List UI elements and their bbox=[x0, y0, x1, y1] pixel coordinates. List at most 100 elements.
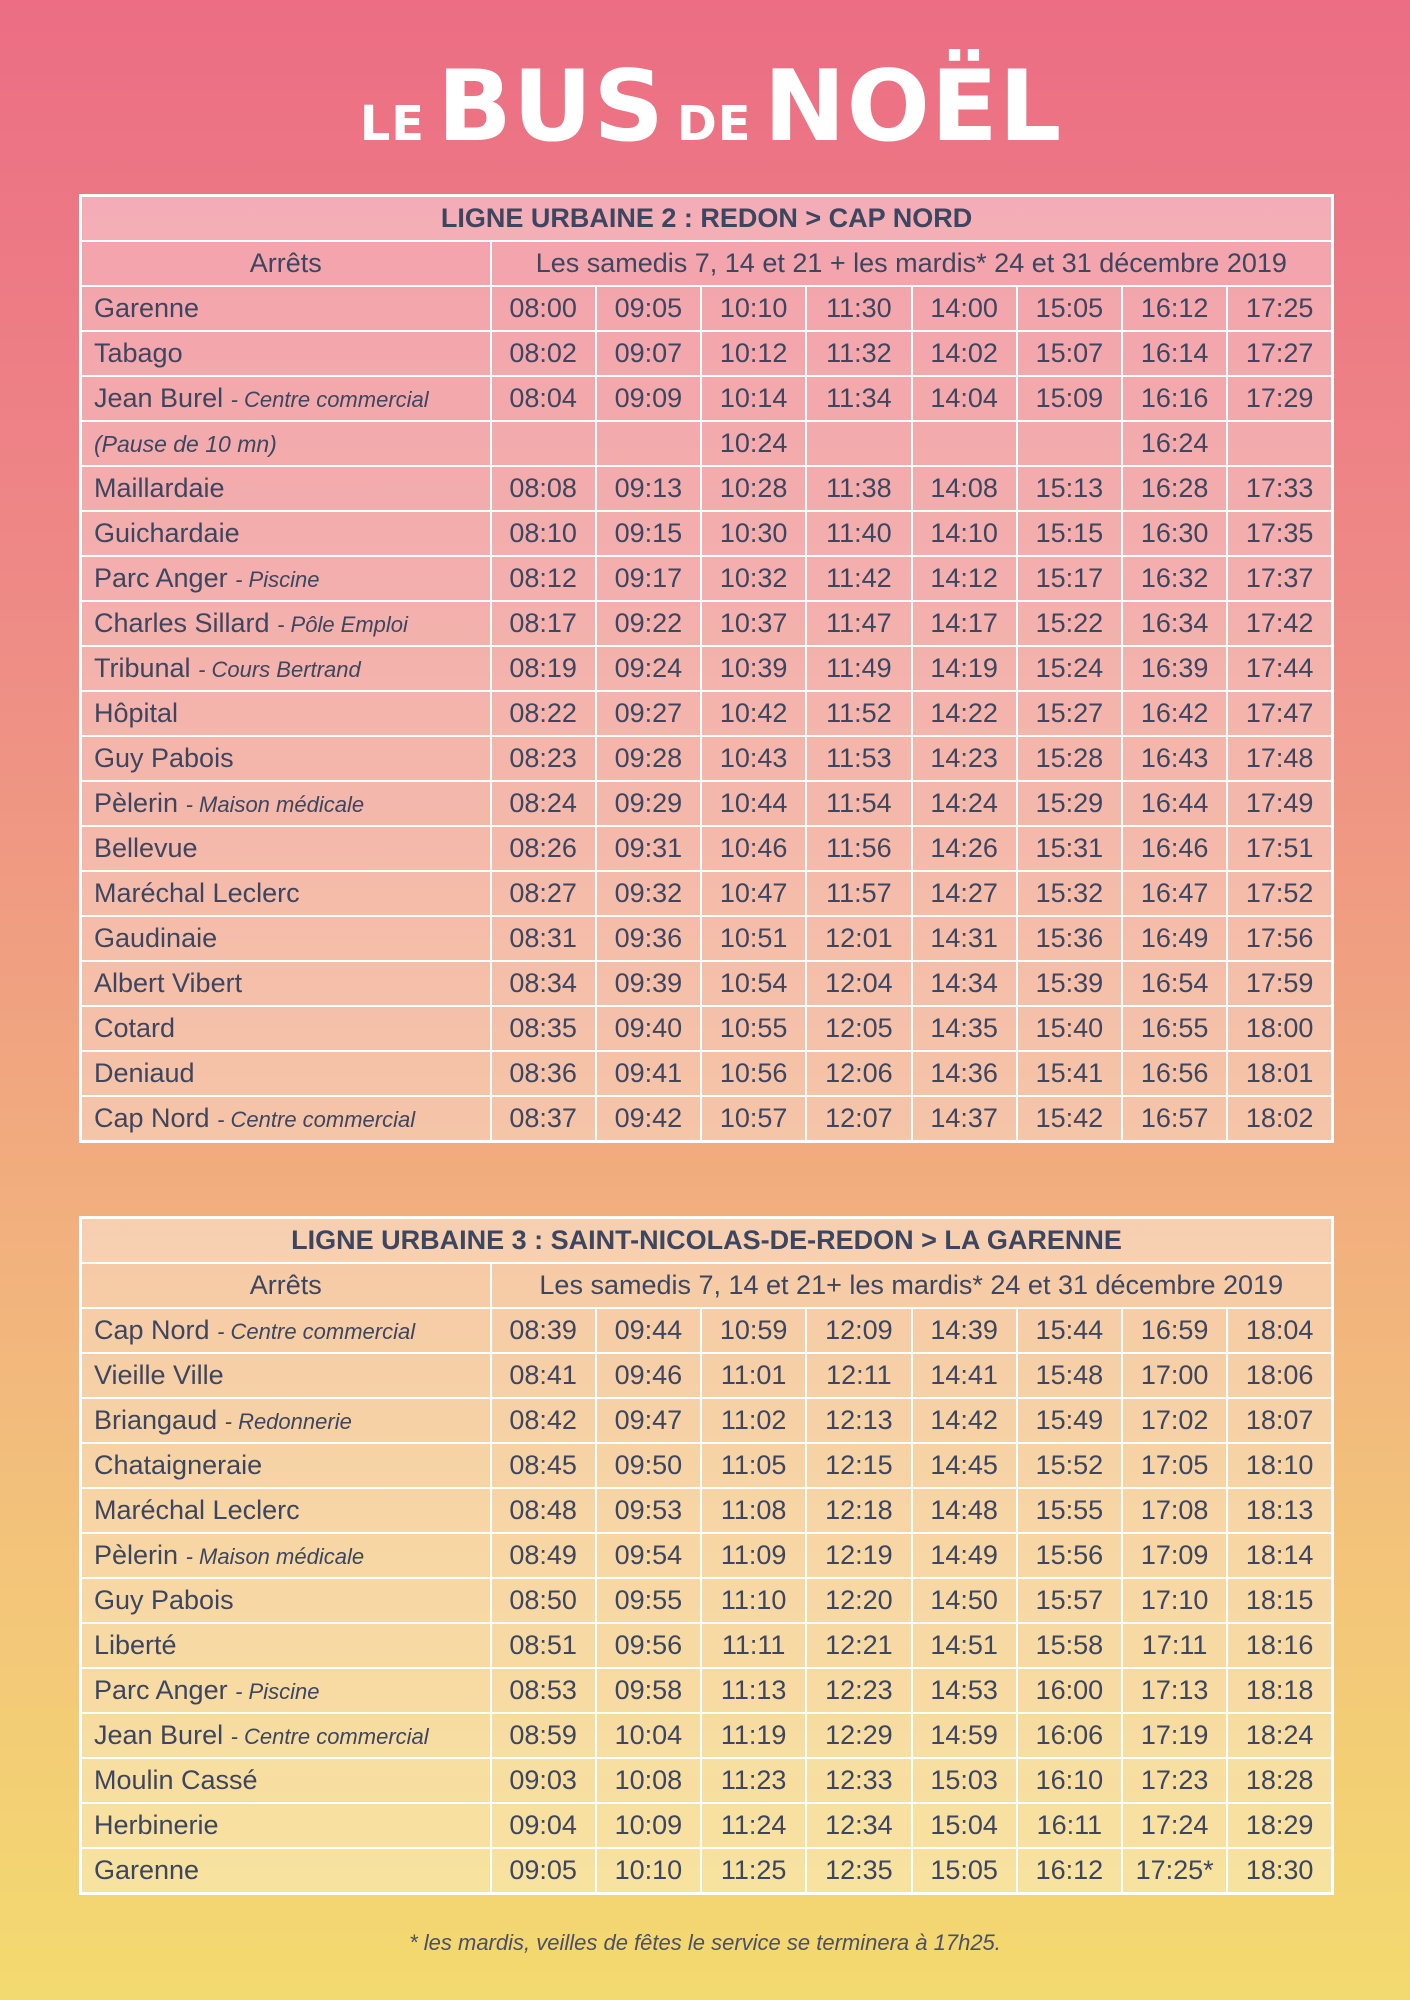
time-cell: 10:32 bbox=[699, 555, 808, 602]
time-cell: 09:42 bbox=[594, 1095, 703, 1143]
stop-name: Herbinerie bbox=[94, 1810, 219, 1840]
stop-name: Maréchal Leclerc bbox=[94, 1495, 300, 1525]
time-cell: 14:27 bbox=[910, 870, 1018, 917]
stop-row: Gaudinaie 08:31 09:36 10:51 12:01 14:31 15:36 1… bbox=[79, 915, 1334, 962]
stop-name: Guichardaie bbox=[94, 518, 240, 548]
stop-cell: Tabago bbox=[79, 330, 492, 377]
time-cell: 14:59 bbox=[910, 1712, 1018, 1759]
title-row: LIGNE URBAINE 2 : REDON > CAP NORD bbox=[79, 194, 1334, 242]
time-cell: 15:13 bbox=[1015, 465, 1124, 512]
time-cell: 12:13 bbox=[805, 1397, 913, 1444]
time-cell: 11:30 bbox=[805, 285, 913, 332]
time-cell: 16:42 bbox=[1120, 690, 1229, 737]
stop-row: Garenne 08:00 09:05 10:10 11:30 14:00 15:05 16:… bbox=[79, 285, 1334, 332]
time-cell: 14:42 bbox=[910, 1397, 1018, 1444]
time-cell: 14:36 bbox=[910, 1050, 1018, 1097]
time-cell: 16:06 bbox=[1015, 1712, 1124, 1759]
stop-name: Vieille Ville bbox=[94, 1360, 224, 1390]
time-cell: 08:39 bbox=[489, 1307, 597, 1354]
time-cell: 10:14 bbox=[699, 375, 808, 422]
stop-row: Moulin Cassé 09:03 10:08 11:23 12:33 15:03 16:… bbox=[79, 1757, 1334, 1804]
stop-row: Tribunal - Cours Bertrand 08:19 09:24 10:39… bbox=[79, 645, 1334, 692]
time-cell: 18:16 bbox=[1226, 1622, 1334, 1669]
time-cell: 16:39 bbox=[1120, 645, 1229, 692]
stop-cell: Briangaud - Redonnerie bbox=[79, 1397, 492, 1444]
stop-cell: Guichardaie bbox=[79, 510, 492, 557]
time-cell: 18:04 bbox=[1226, 1307, 1334, 1354]
stop-row: Vieille Ville 08:41 09:46 11:01 12:11 14:41 15… bbox=[79, 1352, 1334, 1399]
time-cell: 11:05 bbox=[699, 1442, 808, 1489]
time-cell: 15:03 bbox=[910, 1757, 1018, 1804]
stop-row: Albert Vibert 08:34 09:39 10:54 12:04 14:34 15… bbox=[79, 960, 1334, 1007]
time-cell: 08:22 bbox=[489, 690, 597, 737]
time-cell: 09:46 bbox=[594, 1352, 703, 1399]
time-cell: 08:24 bbox=[489, 780, 597, 827]
time-cell: 14:12 bbox=[910, 555, 1018, 602]
stop-name: Albert Vibert bbox=[94, 968, 243, 998]
time-cell: 15:31 bbox=[1015, 825, 1124, 872]
time-cell: 14:22 bbox=[910, 690, 1018, 737]
time-cell: 17:25* bbox=[1120, 1847, 1229, 1895]
stop-name: Cap Nord bbox=[94, 1315, 210, 1345]
stop-cell: Bellevue bbox=[79, 825, 492, 872]
stop-detail: - Centre commercial bbox=[217, 1319, 416, 1344]
stop-cell: Parc Anger - Piscine bbox=[79, 1667, 492, 1714]
time-cell: 11:13 bbox=[699, 1667, 808, 1714]
time-cell: 10:57 bbox=[699, 1095, 808, 1143]
time-cell: 17:05 bbox=[1120, 1442, 1229, 1489]
stop-cell: Gaudinaie bbox=[79, 915, 492, 962]
time-cell: 12:20 bbox=[805, 1577, 913, 1624]
time-cell: 11:08 bbox=[699, 1487, 808, 1534]
time-cell: 12:18 bbox=[805, 1487, 913, 1534]
column-header: Les samedis 7, 14 et 21+ les mardis* 24 … bbox=[489, 1262, 1334, 1309]
time-cell: 18:28 bbox=[1226, 1757, 1334, 1804]
stop-name: Garenne bbox=[94, 293, 200, 323]
time-cell: 10:10 bbox=[699, 285, 808, 332]
time-cell: 09:47 bbox=[594, 1397, 703, 1444]
stop-row: Cotard 08:35 09:40 10:55 12:05 14:35 15:40 16:5… bbox=[79, 1005, 1334, 1052]
time-cell: 16:43 bbox=[1120, 735, 1229, 782]
time-cell: 18:15 bbox=[1226, 1577, 1334, 1624]
time-cell: 12:01 bbox=[805, 915, 913, 962]
stop-row: Cap Nord - Centre commercial 08:37 09:42 10… bbox=[79, 1095, 1334, 1143]
time-cell: 14:51 bbox=[910, 1622, 1018, 1669]
stop-row: Maréchal Leclerc 08:48 09:53 11:08 12:18 14:4… bbox=[79, 1487, 1334, 1534]
stop-name: Guy Pabois bbox=[94, 743, 234, 773]
time-cell: 14:45 bbox=[910, 1442, 1018, 1489]
stop-name: Parc Anger bbox=[94, 563, 228, 593]
time-cell: 08:00 bbox=[489, 285, 597, 332]
time-cell: 18:02 bbox=[1226, 1095, 1334, 1143]
time-cell: 12:06 bbox=[805, 1050, 913, 1097]
time-cell: 15:36 bbox=[1015, 915, 1124, 962]
time-cell: 08:48 bbox=[489, 1487, 597, 1534]
time-cell: 16:47 bbox=[1120, 870, 1229, 917]
header-row: Arrêts Les samedis 7, 14 et 21+ les mardi… bbox=[79, 1262, 1334, 1309]
time-cell: 10:10 bbox=[594, 1847, 703, 1895]
time-cell: 16:57 bbox=[1120, 1095, 1229, 1143]
time-cell: 14:17 bbox=[910, 600, 1018, 647]
time-cell: 14:37 bbox=[910, 1095, 1018, 1143]
time-cell: 09:13 bbox=[594, 465, 703, 512]
stop-cell: Moulin Cassé bbox=[79, 1757, 492, 1804]
time-cell: 14:48 bbox=[910, 1487, 1018, 1534]
time-cell: 10:56 bbox=[699, 1050, 808, 1097]
stop-detail: - Piscine bbox=[235, 567, 320, 592]
time-cell: 17:59 bbox=[1226, 960, 1334, 1007]
time-cell: 11:32 bbox=[805, 330, 913, 377]
stop-row: Maréchal Leclerc 08:27 09:32 10:47 11:57 14:2… bbox=[79, 870, 1334, 917]
stop-cell: Parc Anger - Piscine bbox=[79, 555, 492, 602]
time-cell: 17:10 bbox=[1120, 1577, 1229, 1624]
column-header: Arrêts bbox=[79, 1262, 492, 1309]
time-cell: 11:40 bbox=[805, 510, 913, 557]
time-cell: 12:04 bbox=[805, 960, 913, 1007]
time-cell: 08:45 bbox=[489, 1442, 597, 1489]
stop-name: Hôpital bbox=[94, 698, 179, 728]
stop-row: Garenne 09:05 10:10 11:25 12:35 15:05 16:12 17:… bbox=[79, 1847, 1334, 1895]
time-cell: 08:34 bbox=[489, 960, 597, 1007]
time-cell: 12:05 bbox=[805, 1005, 913, 1052]
stop-name: Bellevue bbox=[94, 833, 198, 863]
time-cell: 09:17 bbox=[594, 555, 703, 602]
stop-cell: Maréchal Leclerc bbox=[79, 870, 492, 917]
time-cell: 14:35 bbox=[910, 1005, 1018, 1052]
